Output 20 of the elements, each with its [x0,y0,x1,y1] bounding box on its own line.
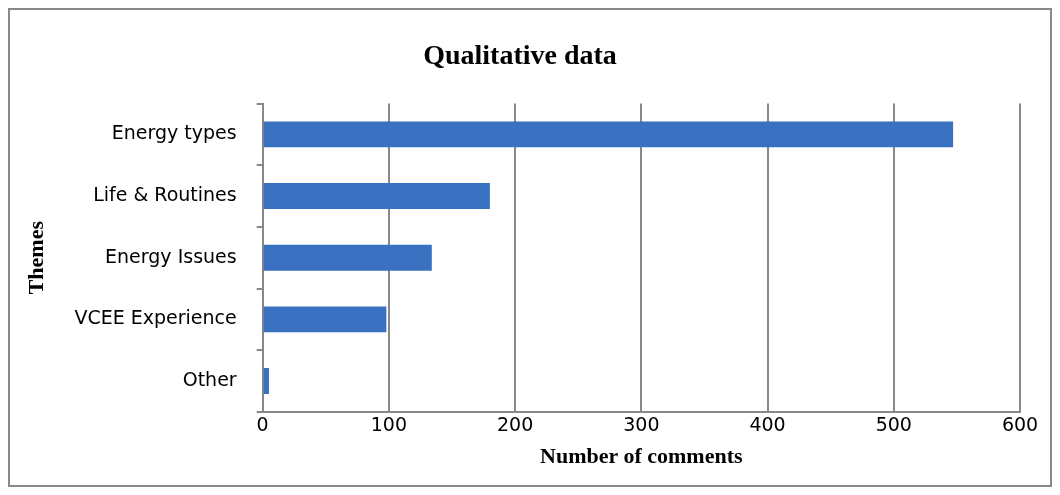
x-tick-label: 200 [496,413,534,436]
chart-title: Qualitative data [423,39,617,71]
bar [263,183,490,209]
y-tick-label: Life & Routines [93,183,237,205]
x-tick-label: 500 [875,413,912,436]
y-tick-label: Energy Issues [105,244,237,267]
bar [263,306,387,333]
x-tick-label: 400 [749,413,786,436]
bar [263,244,432,271]
x-axis-title: Number of comments [540,443,743,469]
bar [263,368,269,394]
bar [263,121,954,148]
y-tick-label: VCEE Experience [74,306,237,329]
x-tick-label: 0 [256,413,269,436]
y-axis-title: Themes [22,220,48,295]
x-tick-label: 300 [623,413,660,436]
x-tick-label: 600 [1001,413,1039,436]
y-tick-label: Energy types [111,121,237,144]
x-tick-label: 100 [370,413,408,436]
y-tick-label: Other [182,367,237,390]
